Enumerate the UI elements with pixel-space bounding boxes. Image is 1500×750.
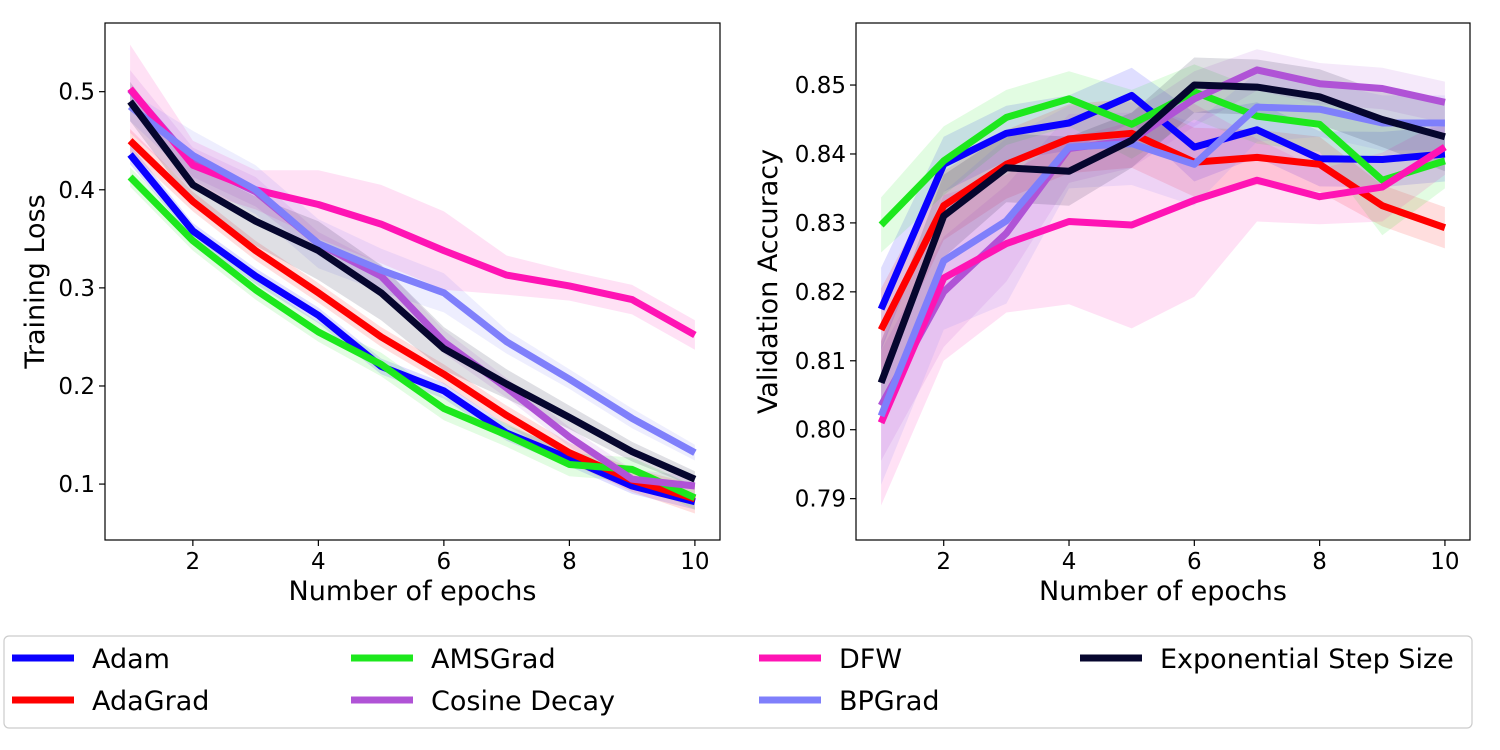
acc-line-exponential-step-size xyxy=(877,81,1446,385)
acc-line-bpgrad xyxy=(877,103,1445,418)
acc-xtick-label: 6 xyxy=(1187,549,1202,575)
loss-ytick-label: 0.2 xyxy=(58,374,95,400)
loss-xtick-label: 8 xyxy=(562,549,577,575)
acc-ytick-label: 0.79 xyxy=(795,487,846,513)
loss-xtick-label: 6 xyxy=(437,549,452,575)
legend-label-cosine-decay: Cosine Decay xyxy=(431,686,615,717)
acc-ytick-label: 0.83 xyxy=(795,211,846,237)
legend-label-dfw: DFW xyxy=(839,644,902,675)
acc-ytick-label: 0.81 xyxy=(795,349,846,375)
acc-ytick-label: 0.85 xyxy=(795,73,846,99)
acc-ytick-label: 0.82 xyxy=(795,280,846,306)
loss-line-dfw xyxy=(127,86,697,339)
acc-line-dfw xyxy=(877,144,1447,425)
loss-xtick-label: 2 xyxy=(186,549,201,575)
loss-line-bpgrad xyxy=(127,103,697,456)
loss-ytick-label: 0.3 xyxy=(58,276,95,302)
loss-ytick-label: 0.1 xyxy=(58,472,95,498)
acc-band-bpgrad xyxy=(881,72,1445,485)
loss-line-exponential-step-size xyxy=(127,99,697,483)
loss-ytick-label: 0.5 xyxy=(58,80,95,106)
loss-line-adam xyxy=(127,152,696,506)
acc-lines xyxy=(877,66,1447,425)
loss-lines xyxy=(127,86,697,506)
loss-band-exponential-step-size xyxy=(130,81,695,488)
acc-ytick-label: 0.84 xyxy=(795,142,846,168)
loss-y-axis-label: Training Loss xyxy=(20,194,51,369)
legend-label-exponential-step-size: Exponential Step Size xyxy=(1160,644,1454,675)
training-loss-panel: 2 4 6 8 10 0.1 0.2 0.3 0.4 0.5 Number of epochs Tra… xyxy=(20,22,721,607)
loss-line-amsgrad xyxy=(127,174,697,501)
loss-ytick-label: 0.4 xyxy=(58,178,95,204)
loss-xtick-label: 4 xyxy=(311,549,326,575)
legend: Adam AMSGrad DFW Exponential Step Size AdaGr… xyxy=(3,635,1473,729)
acc-ytick-label: 0.80 xyxy=(795,418,846,444)
legend-label-adagrad: AdaGrad xyxy=(92,686,209,717)
loss-xtick-label: 10 xyxy=(680,549,709,575)
acc-axes-frame xyxy=(855,22,1471,541)
loss-band-dfw xyxy=(130,44,695,350)
acc-x-axis-label: Number of epochs xyxy=(1039,576,1287,607)
loss-axes-frame xyxy=(104,22,721,541)
acc-xtick-label: 10 xyxy=(1430,549,1459,575)
acc-line-adagrad xyxy=(877,129,1447,332)
acc-xtick-label: 4 xyxy=(1062,549,1077,575)
loss-x-axis-label: Number of epochs xyxy=(289,576,537,607)
acc-band-adam xyxy=(881,67,1445,351)
legend-label-adam: Adam xyxy=(92,644,170,675)
acc-xtick-label: 2 xyxy=(936,549,951,575)
acc-y-axis-label: Validation Accuracy xyxy=(753,149,784,414)
acc-band-exponential-step-size xyxy=(881,57,1445,425)
legend-label-bpgrad: BPGrad xyxy=(839,686,940,717)
acc-xtick-label: 8 xyxy=(1312,549,1327,575)
legend-label-amsgrad: AMSGrad xyxy=(431,644,556,675)
validation-accuracy-panel: 2 4 6 8 10 0.79 0.80 0.81 0.82 0.83 0.84 0.85 Number… xyxy=(753,22,1471,607)
